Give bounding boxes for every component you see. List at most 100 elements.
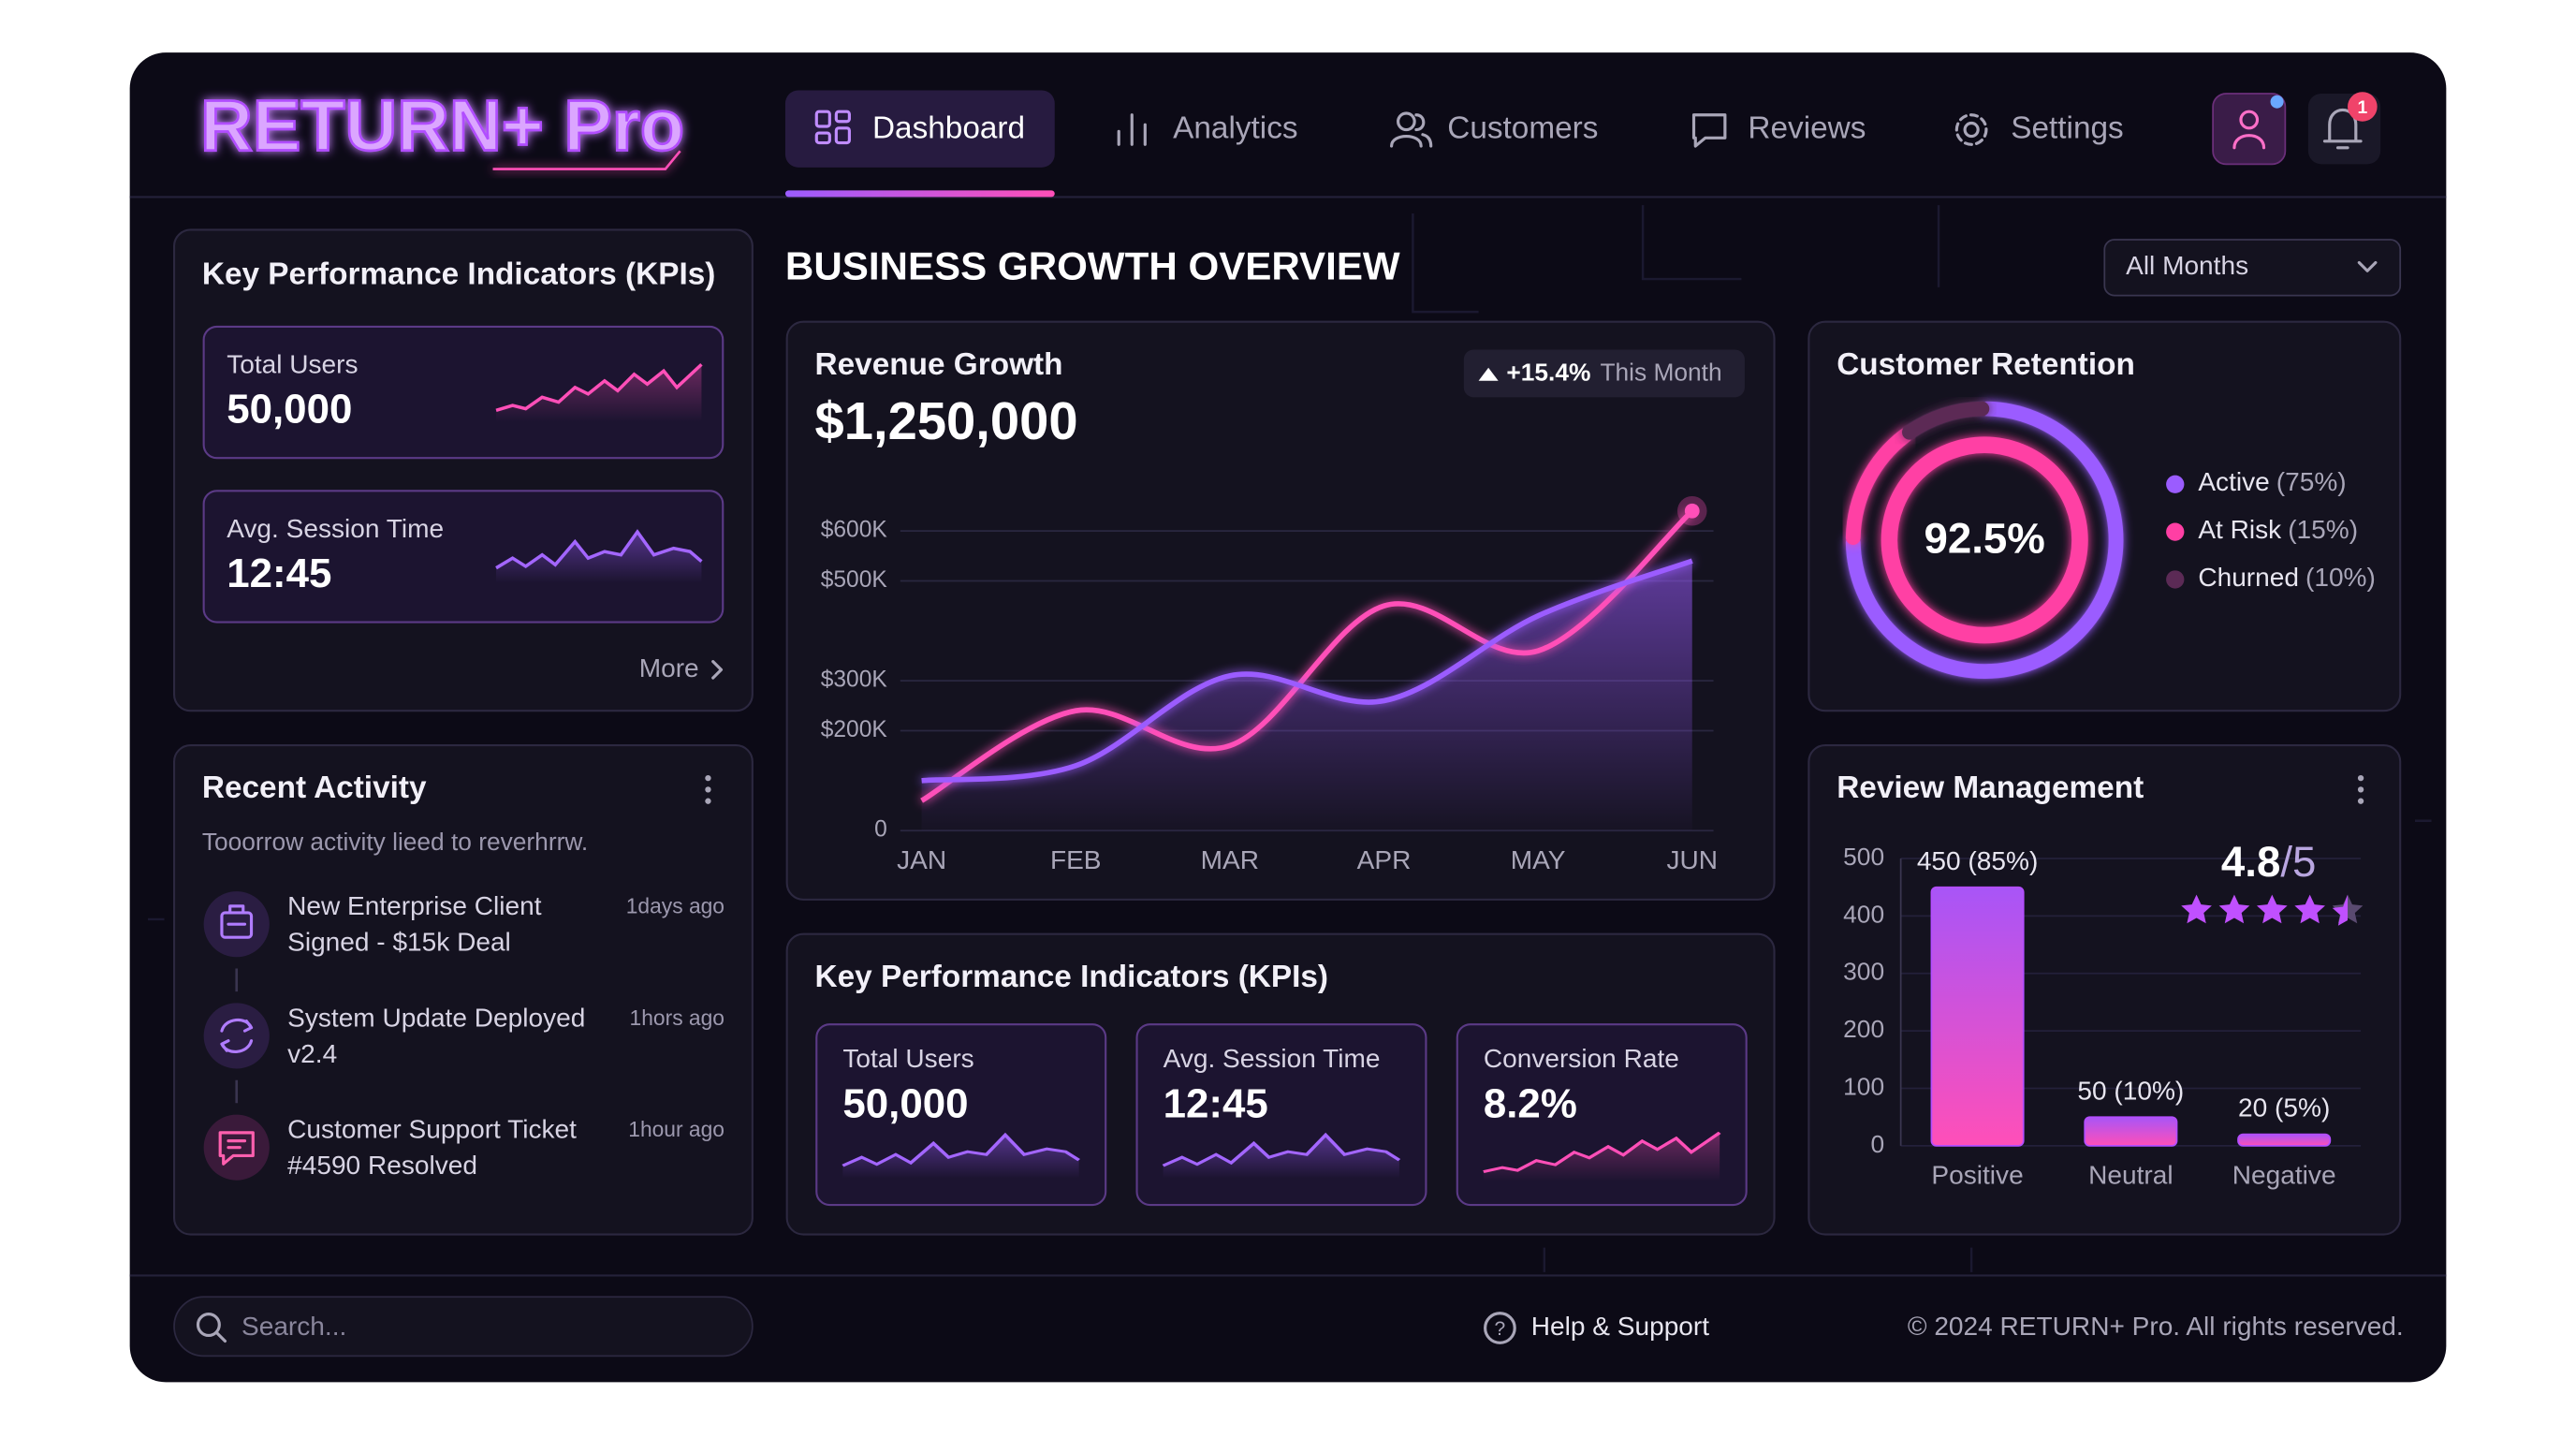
activity-icon	[220, 1018, 254, 1053]
panel-subtitle: Tooorrow activity lieed to reverhrrw.	[202, 828, 588, 856]
y-tick-label: 500	[1843, 843, 1884, 871]
help-icon-glyph: ?	[1495, 1318, 1506, 1340]
menu-button[interactable]	[705, 774, 711, 804]
status-dot	[2270, 95, 2284, 109]
kpi-card	[202, 325, 724, 460]
bell-icon	[2322, 109, 2363, 150]
x-tick-label: JUN	[1666, 845, 1718, 874]
y-tick-label: 100	[1843, 1072, 1884, 1100]
y-tick-label: $600K	[821, 518, 888, 543]
rating-stars	[2181, 894, 2364, 926]
rating-value: 4.8	[2221, 838, 2280, 886]
dropdown-bg	[2103, 239, 2402, 297]
donut-segment	[1902, 401, 1990, 440]
badge	[2348, 92, 2378, 122]
activity-item[interactable]: System Update Deployed v2.4 1hors ago	[203, 1003, 724, 1069]
x-tick-label: Positive	[1931, 1161, 2023, 1190]
x-tick-label: Neutral	[2088, 1161, 2173, 1190]
kpi-label: Avg. Session Time	[1164, 1044, 1381, 1073]
copyright: © 2024 RETURN+ Pro. All rights reserved.	[1908, 1312, 2404, 1341]
nav-item[interactable]: Settings	[1954, 110, 2124, 146]
notifications-button[interactable]: 1	[2307, 92, 2381, 165]
nav-icon	[1389, 111, 1433, 148]
y-tick-label: $200K	[821, 717, 888, 742]
legend-label: At Risk	[2198, 516, 2282, 545]
brand-logo[interactable]: RETURN+ Pro	[199, 84, 686, 168]
y-tick-label: 0	[874, 817, 887, 843]
activity-time: 1hour ago	[628, 1117, 724, 1141]
nav-item[interactable]: Analytics	[1117, 110, 1298, 146]
inner-ring	[1881, 436, 2088, 644]
rating-scale: /5	[2280, 838, 2316, 886]
legend-swatch	[2166, 522, 2185, 541]
y-tick-label: $500K	[821, 567, 888, 593]
x-tick-label: MAY	[1511, 845, 1566, 874]
legend-label: Active	[2198, 468, 2269, 497]
nav-label: Dashboard	[872, 110, 1025, 145]
y-tick-label: 200	[1843, 1015, 1884, 1043]
activity-item[interactable]: Customer Support Ticket #4590 Resolved 1…	[203, 1115, 724, 1181]
search-placeholder: Search...	[242, 1312, 346, 1341]
kpi-label: Avg. Session Time	[227, 514, 444, 543]
kpi-label: Total Users	[227, 349, 358, 378]
up-arrow	[1478, 367, 1499, 381]
kpi-label: Conversion Rate	[1484, 1044, 1679, 1073]
more-link[interactable]: More	[639, 653, 724, 682]
series-line	[921, 558, 1693, 784]
area	[921, 561, 1692, 831]
nav-icon	[1954, 113, 1988, 146]
legend-entry: Active (75%)	[2198, 468, 2346, 497]
nav-icon	[1691, 113, 1727, 148]
activity-icon	[218, 1131, 255, 1166]
kpi-value: 12:45	[227, 550, 331, 596]
nav-item[interactable]: Reviews	[1691, 110, 1866, 148]
bar-value-label: 50 (10%)	[2077, 1076, 2184, 1105]
nav-item[interactable]: Dashboard	[784, 90, 1055, 168]
help-link[interactable]: ? Help & Support	[1484, 1312, 1710, 1344]
menu-button[interactable]	[2357, 774, 2364, 804]
month-filter[interactable]: All Months	[2103, 239, 2402, 297]
panel-title: Review Management	[1837, 770, 2144, 805]
nav-icon	[814, 110, 851, 145]
donut-segment	[1845, 401, 2124, 680]
legend-value: (10%)	[2305, 563, 2376, 592]
activity-icon-bg	[203, 1003, 270, 1069]
nav-item[interactable]: Customers	[1389, 110, 1599, 148]
nav-label: Settings	[2011, 110, 2123, 145]
nav-label: Reviews	[1748, 110, 1866, 145]
nav-icon	[1117, 113, 1147, 146]
activity-time: 1hors ago	[630, 1005, 724, 1030]
search-box[interactable]: Search...	[173, 1296, 754, 1357]
circuit-decoration	[147, 205, 2432, 1272]
bar-value-label: 20 (5%)	[2238, 1093, 2330, 1123]
y-tick-label: 0	[1870, 1130, 1884, 1158]
kpi-value: 50,000	[842, 1080, 968, 1126]
panel-title: Customer Retention	[1837, 347, 2135, 382]
help-icon	[1484, 1312, 1516, 1344]
legend-entry: At Risk (15%)	[2198, 516, 2358, 545]
activity-item[interactable]: New Enterprise Client Signed - $15k Deal…	[203, 891, 724, 958]
profile-icon	[2232, 110, 2266, 150]
bar	[2084, 1116, 2178, 1147]
kpi-panel	[172, 228, 754, 712]
activity-icon	[220, 904, 254, 939]
kpi-value: 12:45	[1164, 1080, 1268, 1126]
center-label: 92.5%	[1924, 515, 2044, 563]
badge-count: 1	[2357, 98, 2367, 118]
bar	[1930, 886, 2025, 1147]
x-tick-label: Negative	[2232, 1161, 2336, 1190]
nav-label: Analytics	[1173, 110, 1297, 145]
profile-button[interactable]	[2212, 93, 2287, 166]
review-chart: 0 100 200 300 400 500 450 (85%) Positive 50 (10%…	[1843, 843, 2362, 1190]
activity-text: System Update Deployed	[287, 1003, 585, 1032]
legend-entry: Churned (10%)	[2198, 563, 2376, 592]
y-tick-label: 400	[1843, 900, 1884, 928]
search-bg	[173, 1296, 754, 1357]
donut-segment	[1845, 428, 1913, 545]
x-tick-label: JAN	[897, 845, 946, 874]
revenue-total: $1,250,000	[815, 391, 1078, 450]
more-label: More	[639, 653, 699, 682]
activity-text: Signed - $15k Deal	[287, 928, 511, 957]
change-badge	[1463, 349, 1745, 398]
